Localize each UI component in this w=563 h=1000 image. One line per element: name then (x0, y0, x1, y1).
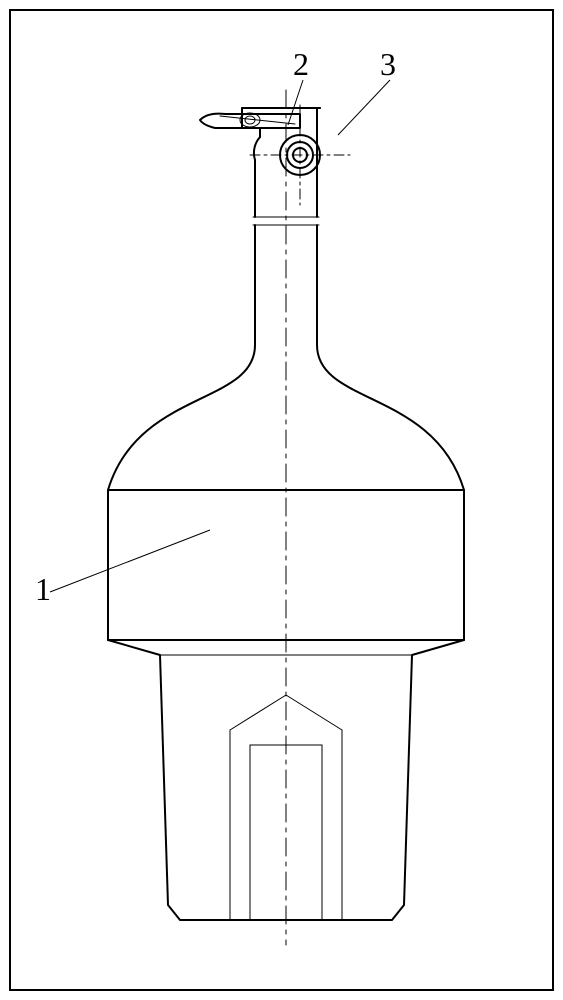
callout-label-1: 1 (35, 571, 51, 607)
callout-label-2: 2 (293, 46, 309, 82)
callout-label-3: 3 (380, 46, 396, 82)
